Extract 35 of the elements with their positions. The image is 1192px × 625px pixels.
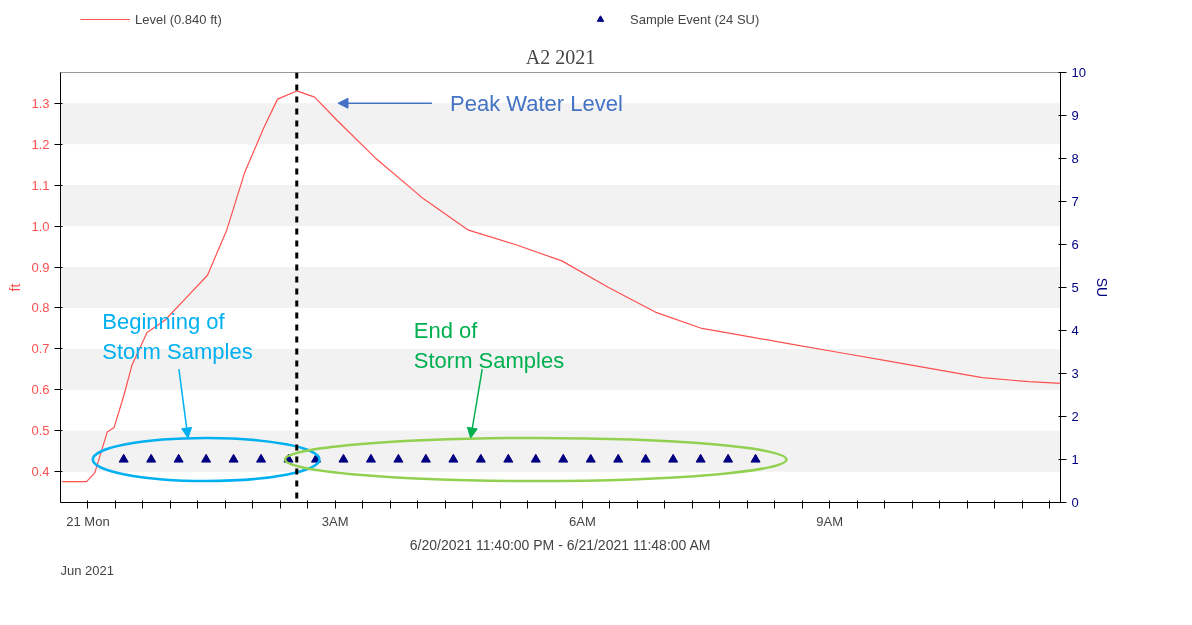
y2-tick-label: 1 — [1071, 452, 1079, 467]
line-series — [61, 90, 1061, 483]
y-tick-label: 0.8 — [31, 300, 50, 316]
y-tick-label: 0.6 — [31, 382, 50, 398]
y2-tick-label: 5 — [1071, 280, 1079, 295]
x-tick-label: 21 Mon — [66, 513, 110, 529]
y2-tick-label: 0 — [1071, 495, 1079, 510]
x-tick-label: 6AM — [569, 513, 596, 529]
y2-tick-label: 8 — [1071, 151, 1079, 166]
y2-tick-label: 10 — [1071, 65, 1086, 80]
legend-label: Sample Event (24 SU) — [630, 11, 761, 27]
y-tick-label: 1.1 — [31, 177, 50, 193]
y-tick-label: 0.9 — [31, 259, 50, 275]
y2-tick-label: 9 — [1071, 108, 1079, 123]
y2-tick-label: 6 — [1071, 237, 1079, 252]
y-tick-label: 0.5 — [31, 423, 50, 439]
y2-tick-label: 4 — [1071, 323, 1079, 338]
y-tick-label: 1.3 — [31, 95, 50, 111]
chart-title: A2 2021 — [525, 45, 596, 68]
x-tick-label: 9AM — [816, 513, 844, 529]
y2-tick-label: 7 — [1071, 194, 1079, 209]
text: Jun 2021 — [60, 562, 114, 578]
legend-label: Level (0.840 ft) — [135, 11, 223, 27]
y-tick-label: 1.0 — [31, 218, 50, 234]
annotation: End of Storm Samples — [413, 317, 565, 373]
y2-tick-label: 2 — [1071, 409, 1079, 424]
y2-axis-title: SU — [1093, 277, 1110, 298]
y-axis-title: ft — [7, 283, 24, 292]
x-tick-label: 3AM — [321, 513, 349, 529]
y2-tick-label: 3 — [1071, 366, 1079, 381]
y-tick-label: 0.4 — [31, 464, 50, 480]
y-tick-label: 1.2 — [31, 136, 50, 152]
x-axis-title: 6/20/2021 11:40:00 PM - 6/21/2021 11:48:00 AM — [409, 536, 711, 553]
y-tick-label: 0.7 — [31, 341, 50, 357]
annotation: Peak Water Level — [450, 90, 623, 116]
